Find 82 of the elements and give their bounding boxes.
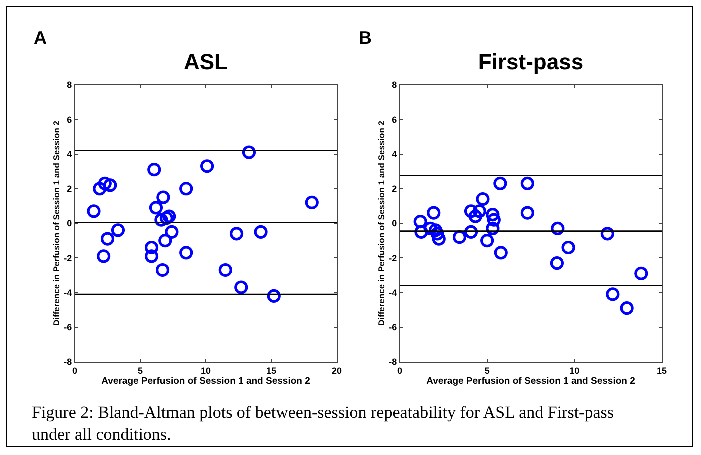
y-tick-label: -6 xyxy=(389,322,398,333)
y-tick-label: 4 xyxy=(67,149,72,160)
x-tick-label: 15 xyxy=(656,366,668,376)
point xyxy=(162,210,176,224)
point xyxy=(634,266,648,281)
point xyxy=(254,225,268,239)
point xyxy=(104,178,118,192)
y-tick-label: -2 xyxy=(389,253,398,264)
point xyxy=(230,227,244,241)
y-tick-label: 6 xyxy=(392,114,398,125)
point xyxy=(520,206,534,220)
point xyxy=(144,240,159,255)
point xyxy=(550,256,564,270)
y-tick-label: 8 xyxy=(392,80,398,90)
y-tick-label: 0 xyxy=(67,218,72,229)
point xyxy=(165,225,179,239)
text: B xyxy=(359,28,372,48)
x-axis-title: Average Perfusion of Session 1 and Session 2 xyxy=(426,376,636,387)
point xyxy=(200,160,214,174)
point xyxy=(100,232,115,246)
chart-title: ASL xyxy=(184,50,228,75)
point xyxy=(242,146,256,160)
x-tick-label: 15 xyxy=(266,366,277,376)
point xyxy=(464,204,478,218)
point xyxy=(87,204,101,218)
point xyxy=(606,288,620,302)
point xyxy=(180,246,194,260)
y-axis-title: Difference in Perfusion of Session 1 and Session 2 xyxy=(52,120,62,326)
text: A xyxy=(34,28,47,48)
point xyxy=(551,222,565,236)
point xyxy=(180,182,194,196)
y-tick-label: 2 xyxy=(392,184,398,194)
caption: Figure 2: Bland-Altman plots of between-session repeatability for ASL and First-pass under all conditions. xyxy=(32,402,615,446)
point xyxy=(156,190,170,204)
point xyxy=(486,208,500,222)
point xyxy=(432,232,446,246)
point xyxy=(480,234,494,248)
y-axis-title: Difference in Perfusion of Session 1 and Session 2 xyxy=(376,120,387,326)
y-tick-label: -2 xyxy=(64,253,72,264)
x-tick-label: 10 xyxy=(200,366,212,376)
x-axis-title: Average Perfusion of Session 1 and Session 2 xyxy=(102,376,310,387)
point xyxy=(520,176,534,190)
y-tick-label: -4 xyxy=(389,288,398,298)
point xyxy=(476,192,490,206)
y-tick-label: -4 xyxy=(64,288,72,298)
point xyxy=(98,176,112,190)
point xyxy=(427,206,441,220)
point xyxy=(156,263,170,278)
y-tick-label: 4 xyxy=(392,149,398,160)
point xyxy=(562,240,576,255)
point xyxy=(487,213,501,227)
point xyxy=(97,250,111,264)
point xyxy=(218,263,232,278)
point xyxy=(494,246,508,260)
point xyxy=(148,163,162,177)
point xyxy=(149,201,164,215)
x-tick-label: 10 xyxy=(570,366,580,376)
point xyxy=(620,302,634,316)
y-tick-label: 0 xyxy=(392,218,398,229)
point xyxy=(158,234,172,248)
x-tick-label: 5 xyxy=(484,366,490,376)
point xyxy=(494,176,508,190)
chart-title: First-pass xyxy=(478,50,584,75)
point xyxy=(452,230,467,244)
y-tick-label: 8 xyxy=(67,80,72,90)
point xyxy=(486,222,500,236)
y-tick-label: -8 xyxy=(64,357,72,368)
point xyxy=(468,210,482,224)
x-tick-label: 20 xyxy=(332,366,342,376)
point xyxy=(93,182,107,196)
y-tick-label: 2 xyxy=(67,184,72,194)
point xyxy=(111,224,126,238)
x-tick-label: 5 xyxy=(138,366,144,376)
point xyxy=(234,280,248,294)
point xyxy=(267,289,281,304)
point xyxy=(472,204,486,218)
y-tick-label: -8 xyxy=(389,357,398,368)
point xyxy=(144,250,159,264)
point xyxy=(414,214,428,229)
y-tick-label: -6 xyxy=(64,322,72,333)
y-tick-label: 6 xyxy=(67,114,72,125)
point xyxy=(305,196,319,210)
